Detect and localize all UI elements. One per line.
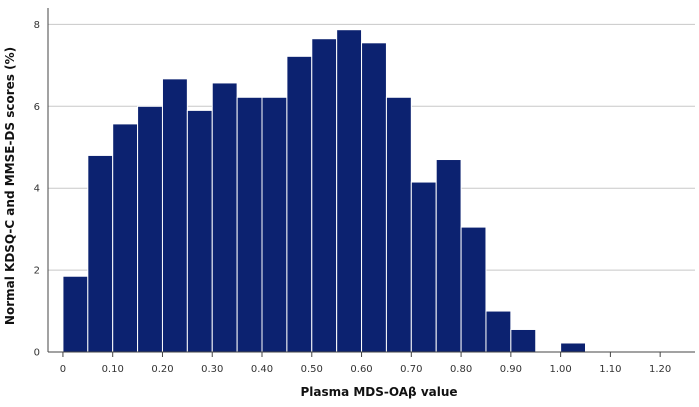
histogram-bar <box>87 154 114 353</box>
x-tick-label: 1.20 <box>649 364 671 375</box>
x-tick-label: 0.30 <box>201 364 223 375</box>
histogram-bar <box>161 78 188 353</box>
x-tick-label: 0.20 <box>151 364 173 375</box>
histogram-bar <box>361 42 387 353</box>
y-axis-title: Normal KDSQ-C and MMSE-DS scores (%) <box>3 47 17 325</box>
y-tick-label: 4 <box>34 184 40 195</box>
histogram-bar <box>62 275 89 353</box>
x-tick-label: 1.00 <box>549 364 571 375</box>
histogram-bar <box>385 96 412 353</box>
histogram-bar <box>261 96 288 353</box>
axes <box>47 8 695 357</box>
y-tick-label: 8 <box>34 20 40 31</box>
y-tick-label: 2 <box>34 266 40 277</box>
histogram-bar <box>211 82 238 353</box>
y-tick-label: 6 <box>34 102 40 113</box>
histogram-bar <box>560 342 587 353</box>
histogram-bar <box>410 181 437 353</box>
histogram-bar <box>435 159 462 353</box>
histogram-bar <box>311 38 338 353</box>
histogram-bar <box>186 109 213 353</box>
x-tick-label: 0.70 <box>400 364 422 375</box>
histogram-bar <box>286 55 313 353</box>
histogram-bar <box>137 105 163 353</box>
y-tick-label: 0 <box>34 348 40 359</box>
x-tick-label: 0.40 <box>251 364 273 375</box>
histogram-bar <box>460 226 487 353</box>
histogram-bar <box>336 29 363 353</box>
x-tick-label: 0.80 <box>450 364 472 375</box>
x-tick-labels: 0 0.10 0.20 0.30 0.40 0.50 0.60 0.70 0.80 0.90 1.0… <box>60 364 672 375</box>
x-axis-title: Plasma MDS-OAβ value <box>300 385 457 399</box>
y-tick-labels: 0 2 4 6 8 <box>34 20 40 359</box>
x-tick-label: 0.10 <box>102 364 124 375</box>
x-tick-label: 0.50 <box>301 364 323 375</box>
histogram-bar <box>236 96 263 353</box>
histogram-bar <box>112 123 139 353</box>
x-tick-label: 0 <box>60 364 66 375</box>
x-tick-label: 0.60 <box>350 364 372 375</box>
bars <box>62 29 587 353</box>
histogram-bar <box>485 310 512 353</box>
x-tick-label: 1.10 <box>599 364 621 375</box>
histogram-bar <box>510 328 537 353</box>
x-tick-label: 0.90 <box>500 364 522 375</box>
